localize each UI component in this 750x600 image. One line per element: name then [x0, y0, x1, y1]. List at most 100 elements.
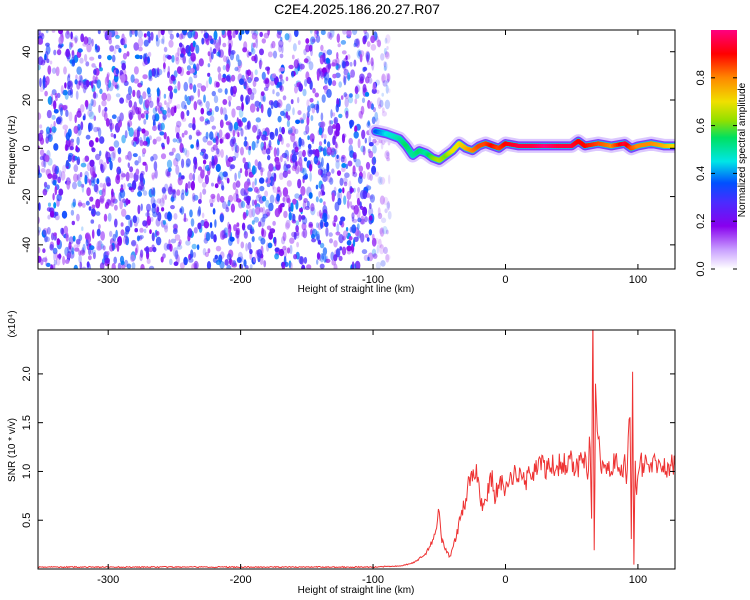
noise-blob [200, 30, 204, 34]
noise-blob [223, 134, 228, 140]
noise-blob [92, 75, 96, 83]
noise-blob [381, 107, 385, 113]
noise-blob [371, 61, 375, 71]
noise-blob [301, 264, 306, 269]
noise-blob [211, 182, 214, 187]
noise-blob [147, 51, 152, 58]
noise-blob [126, 263, 132, 269]
noise-blob [216, 193, 221, 203]
noise-blob [67, 57, 71, 62]
noise-blob [245, 70, 249, 80]
noise-blob [368, 150, 374, 159]
noise-blob [379, 99, 384, 108]
noise-blob [261, 195, 267, 202]
noise-blob [290, 99, 294, 105]
noise-blob [65, 132, 71, 141]
noise-blob [333, 254, 338, 262]
noise-blob [214, 105, 219, 113]
noise-blob [370, 44, 377, 51]
noise-blob [91, 208, 95, 215]
snr-series-line [38, 330, 675, 569]
noise-blob [80, 249, 86, 256]
noise-blob [143, 190, 148, 196]
noise-blob [234, 145, 240, 154]
noise-blob [260, 167, 264, 177]
noise-blob [235, 129, 240, 135]
noise-blob [80, 162, 87, 168]
noise-blob [67, 154, 72, 162]
noise-blob [170, 205, 175, 210]
noise-blob [382, 80, 388, 87]
noise-blob [204, 251, 209, 258]
noise-blob [255, 38, 258, 49]
noise-blob [211, 125, 216, 130]
noise-blob [354, 98, 358, 105]
noise-blob [40, 59, 46, 66]
noise-blob [81, 226, 84, 231]
noise-blob [179, 262, 185, 269]
noise-blob [76, 66, 82, 75]
noise-blob [373, 156, 376, 164]
noise-blob [295, 220, 300, 226]
noise-blob [305, 44, 310, 53]
noise-blob [126, 51, 130, 57]
noise-blob [131, 139, 135, 146]
noise-blob [128, 127, 134, 137]
noise-blob [261, 134, 267, 141]
noise-blob [247, 87, 252, 95]
noise-blob [374, 171, 380, 177]
noise-blob [232, 85, 238, 95]
noise-blob [38, 202, 41, 211]
noise-blob [90, 210, 95, 216]
noise-blob [125, 98, 129, 103]
noise-blob [193, 163, 196, 174]
noise-blob [235, 180, 241, 188]
noise-blob [130, 254, 136, 262]
noise-blob [70, 42, 74, 48]
noise-blob [255, 117, 261, 123]
noise-blob [344, 93, 350, 99]
noise-blob [79, 172, 83, 178]
noise-blob [312, 87, 316, 94]
noise-blob [322, 247, 328, 256]
noise-blob [43, 181, 48, 188]
noise-blob [140, 80, 143, 86]
signal-track [368, 124, 675, 168]
noise-blob [282, 170, 288, 178]
noise-blob [297, 40, 301, 45]
noise-blob [340, 216, 346, 222]
noise-blob [53, 120, 56, 128]
noise-blob [180, 53, 184, 58]
noise-blob [237, 131, 240, 138]
noise-blob [188, 123, 194, 128]
noise-blob [341, 246, 347, 256]
noise-blob [160, 106, 164, 112]
noise-blob [76, 110, 82, 118]
noise-blob [180, 206, 185, 215]
noise-blob [65, 30, 71, 39]
noise-blob [251, 199, 255, 207]
noise-blob [163, 46, 168, 53]
noise-blob [259, 59, 262, 70]
noise-blob [172, 189, 177, 199]
noise-blob [335, 159, 340, 170]
noise-blob [357, 217, 362, 223]
noise-blob [53, 251, 56, 261]
noise-blob [109, 230, 113, 237]
noise-blob [96, 79, 102, 89]
noise-blob [169, 183, 173, 192]
noise-blob [343, 181, 348, 187]
noise-blob [340, 156, 345, 163]
noise-blob [134, 247, 138, 256]
noise-blob [286, 180, 292, 187]
noise-blob [374, 237, 380, 245]
noise-blob [230, 74, 236, 82]
noise-blob [81, 202, 86, 208]
noise-blob [352, 239, 356, 247]
noise-blob [332, 124, 337, 130]
noise-blob [258, 221, 262, 228]
noise-blob [183, 212, 187, 223]
x-tick-label: -200 [230, 574, 252, 586]
noise-blob [76, 156, 81, 165]
noise-blob [320, 219, 324, 229]
